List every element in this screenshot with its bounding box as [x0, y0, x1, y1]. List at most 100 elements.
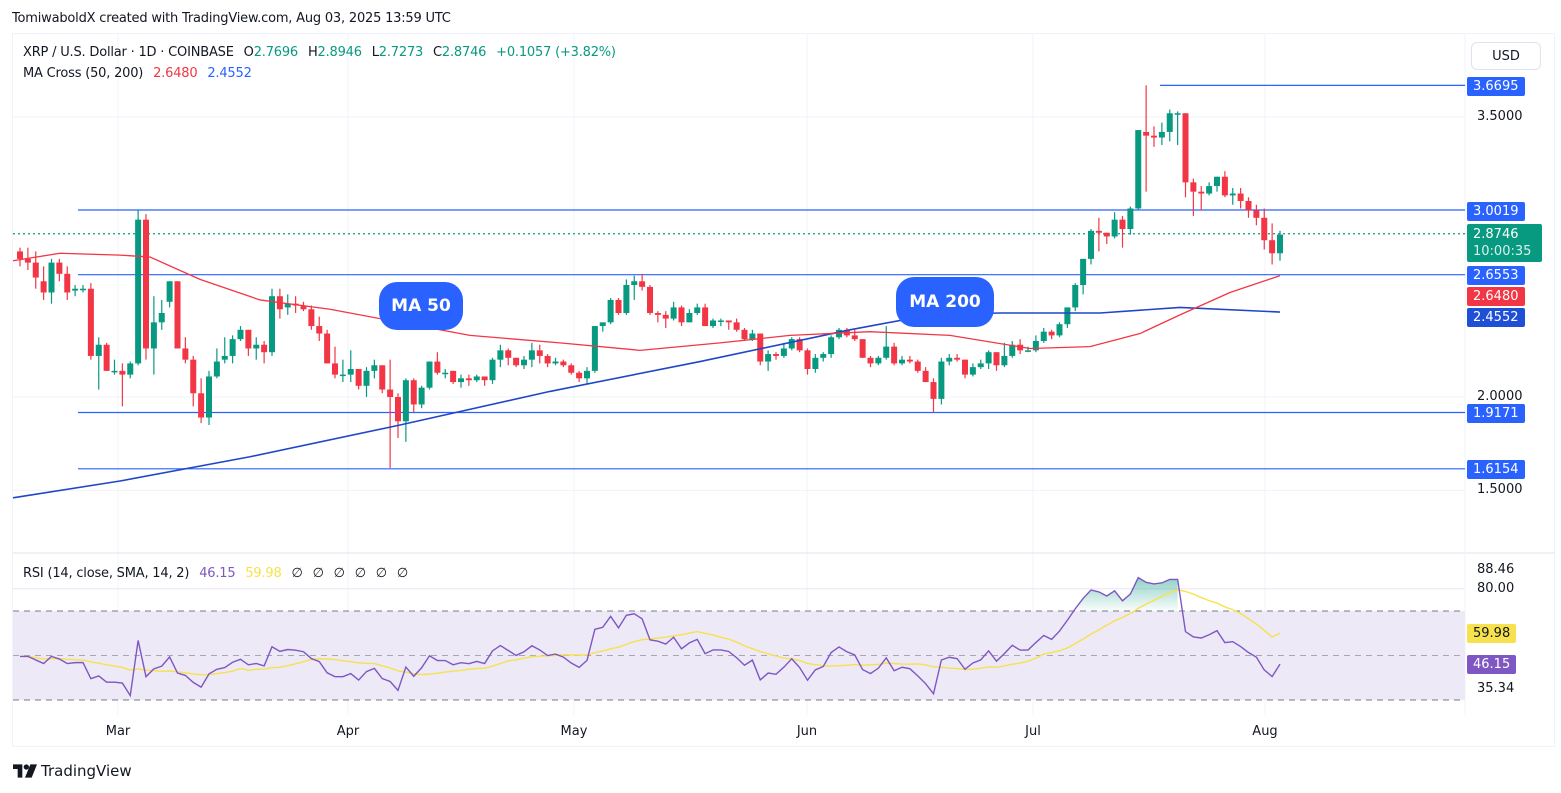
ma200-annotation[interactable]: MA 200: [896, 277, 994, 327]
candle[interactable]: [402, 378, 409, 442]
candle[interactable]: [300, 301, 307, 312]
candle[interactable]: [371, 359, 378, 379]
candle[interactable]: [17, 247, 23, 267]
candle[interactable]: [993, 352, 1000, 371]
candle[interactable]: [481, 376, 488, 386]
candle[interactable]: [780, 342, 787, 358]
candle[interactable]: [678, 305, 685, 327]
candle[interactable]: [1182, 113, 1189, 198]
candle[interactable]: [316, 316, 323, 342]
candle[interactable]: [206, 370, 212, 426]
tradingview-logo[interactable]: TradingView: [13, 762, 132, 780]
candle[interactable]: [332, 346, 338, 379]
ma50-line[interactable]: [12, 252, 1281, 351]
candle[interactable]: [521, 355, 527, 370]
candle[interactable]: [623, 279, 630, 315]
candle[interactable]: [410, 378, 417, 412]
candle[interactable]: [544, 354, 551, 368]
candle[interactable]: [80, 285, 86, 293]
candle[interactable]: [308, 305, 315, 330]
candle[interactable]: [87, 283, 94, 360]
candle[interactable]: [458, 374, 464, 388]
candle[interactable]: [387, 359, 394, 468]
candle[interactable]: [788, 337, 795, 351]
candle[interactable]: [95, 337, 102, 390]
candle[interactable]: [465, 374, 472, 386]
candle[interactable]: [418, 385, 425, 409]
candle[interactable]: [591, 326, 598, 373]
ma50-annotation[interactable]: MA 50: [379, 282, 463, 330]
candle[interactable]: [1064, 307, 1071, 328]
candle[interactable]: [111, 359, 118, 375]
candle[interactable]: [1261, 208, 1268, 250]
candle[interactable]: [347, 350, 354, 383]
candle[interactable]: [851, 329, 858, 342]
candle[interactable]: [221, 337, 228, 364]
candle[interactable]: [804, 348, 811, 375]
candle[interactable]: [473, 374, 480, 383]
candle[interactable]: [741, 327, 748, 342]
candle[interactable]: [213, 348, 220, 379]
candle[interactable]: [820, 352, 827, 362]
candle[interactable]: [261, 341, 268, 364]
candle[interactable]: [1095, 217, 1102, 252]
candle[interactable]: [103, 342, 110, 371]
candle[interactable]: [497, 344, 504, 368]
candle[interactable]: [883, 326, 890, 360]
candle[interactable]: [576, 370, 583, 383]
candle[interactable]: [1214, 176, 1220, 192]
candle[interactable]: [977, 359, 984, 370]
candle[interactable]: [670, 301, 677, 321]
candle[interactable]: [324, 329, 331, 364]
candle[interactable]: [654, 311, 661, 323]
candle[interactable]: [1237, 187, 1244, 209]
candle[interactable]: [182, 337, 189, 364]
candle[interactable]: [773, 352, 779, 360]
symbol-name[interactable]: XRP / U.S. Dollar · 1D · COINBASE: [23, 45, 234, 60]
candle[interactable]: [686, 309, 693, 323]
candle[interactable]: [899, 355, 905, 366]
candle[interactable]: [930, 378, 937, 412]
candle[interactable]: [528, 342, 535, 368]
candle[interactable]: [1111, 212, 1118, 239]
candle[interactable]: [1253, 204, 1260, 226]
candle[interactable]: [1206, 182, 1213, 196]
candle[interactable]: [158, 299, 165, 330]
candle[interactable]: [434, 352, 441, 375]
candle[interactable]: [174, 281, 181, 349]
candle[interactable]: [1229, 187, 1236, 205]
candle[interactable]: [552, 357, 559, 366]
candle[interactable]: [135, 210, 142, 366]
candle[interactable]: [56, 258, 63, 282]
candle[interactable]: [828, 335, 835, 358]
candle[interactable]: [1001, 342, 1008, 368]
candle[interactable]: [1277, 230, 1283, 261]
candle[interactable]: [1040, 327, 1047, 343]
candle[interactable]: [710, 318, 716, 328]
candle[interactable]: [1080, 258, 1087, 295]
candle[interactable]: [568, 363, 575, 375]
ma200-line[interactable]: [12, 306, 1281, 499]
candle[interactable]: [1158, 122, 1165, 146]
candle[interactable]: [64, 266, 71, 300]
candle[interactable]: [891, 342, 898, 366]
candle[interactable]: [198, 378, 205, 424]
candle[interactable]: [1143, 85, 1150, 192]
currency-button[interactable]: USD: [1471, 42, 1541, 70]
candle[interactable]: [237, 326, 244, 342]
candle[interactable]: [355, 369, 362, 390]
candle[interactable]: [245, 329, 252, 356]
candle[interactable]: [166, 281, 173, 308]
candle[interactable]: [607, 298, 614, 325]
candle[interactable]: [229, 335, 236, 364]
candle[interactable]: [395, 393, 401, 439]
candle[interactable]: [1127, 206, 1134, 235]
candle[interactable]: [1245, 197, 1252, 218]
rsi-name[interactable]: RSI (14, close, SMA, 14, 2): [23, 566, 190, 581]
candle[interactable]: [253, 337, 260, 360]
candle[interactable]: [127, 361, 134, 379]
candle[interactable]: [339, 359, 346, 383]
candle[interactable]: [1269, 223, 1276, 265]
candle[interactable]: [662, 311, 669, 328]
